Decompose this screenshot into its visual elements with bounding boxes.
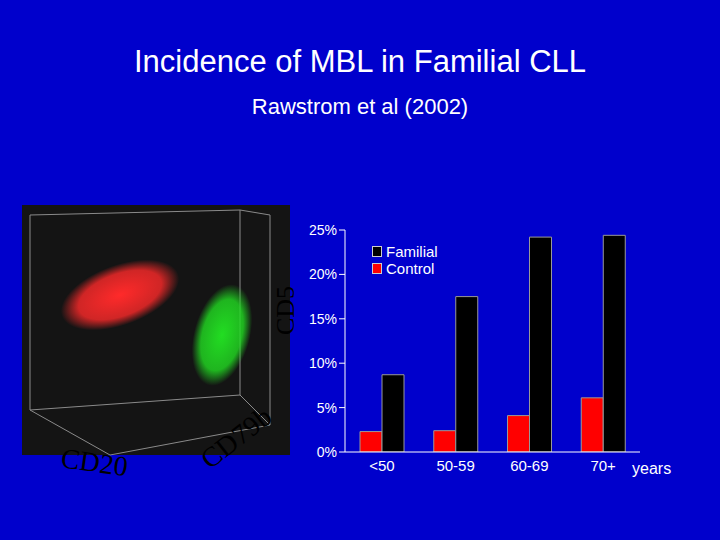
svg-text:20%: 20% [309, 266, 337, 282]
svg-text:15%: 15% [309, 311, 337, 327]
html-text:Control: Control [386, 260, 435, 277]
html-text:years: years [632, 460, 672, 477]
svg-text:5%: 5% [317, 400, 337, 416]
svg-text:CD5: CD5 [271, 286, 300, 335]
svg-text:CD79b: CD79b [195, 400, 278, 474]
svg-text:25%: 25% [309, 222, 337, 238]
html-text:Rawstrom et al (2002): Rawstrom et al (2002) [251, 94, 469, 119]
svg-text:<50: <50 [369, 457, 394, 474]
svg-text:50-59: 50-59 [436, 457, 474, 474]
svg-text:0%: 0% [317, 444, 337, 460]
svg-text:60-69: 60-69 [510, 457, 548, 474]
html-text:Incidence of MBL in Familial C: Incidence of MBL in Familial CLL [134, 44, 586, 79]
svg-text:CD20: CD20 [59, 442, 130, 480]
svg-text:10%: 10% [309, 355, 337, 371]
svg-text:70+: 70+ [590, 457, 616, 474]
html-text:Familial: Familial [386, 243, 438, 260]
